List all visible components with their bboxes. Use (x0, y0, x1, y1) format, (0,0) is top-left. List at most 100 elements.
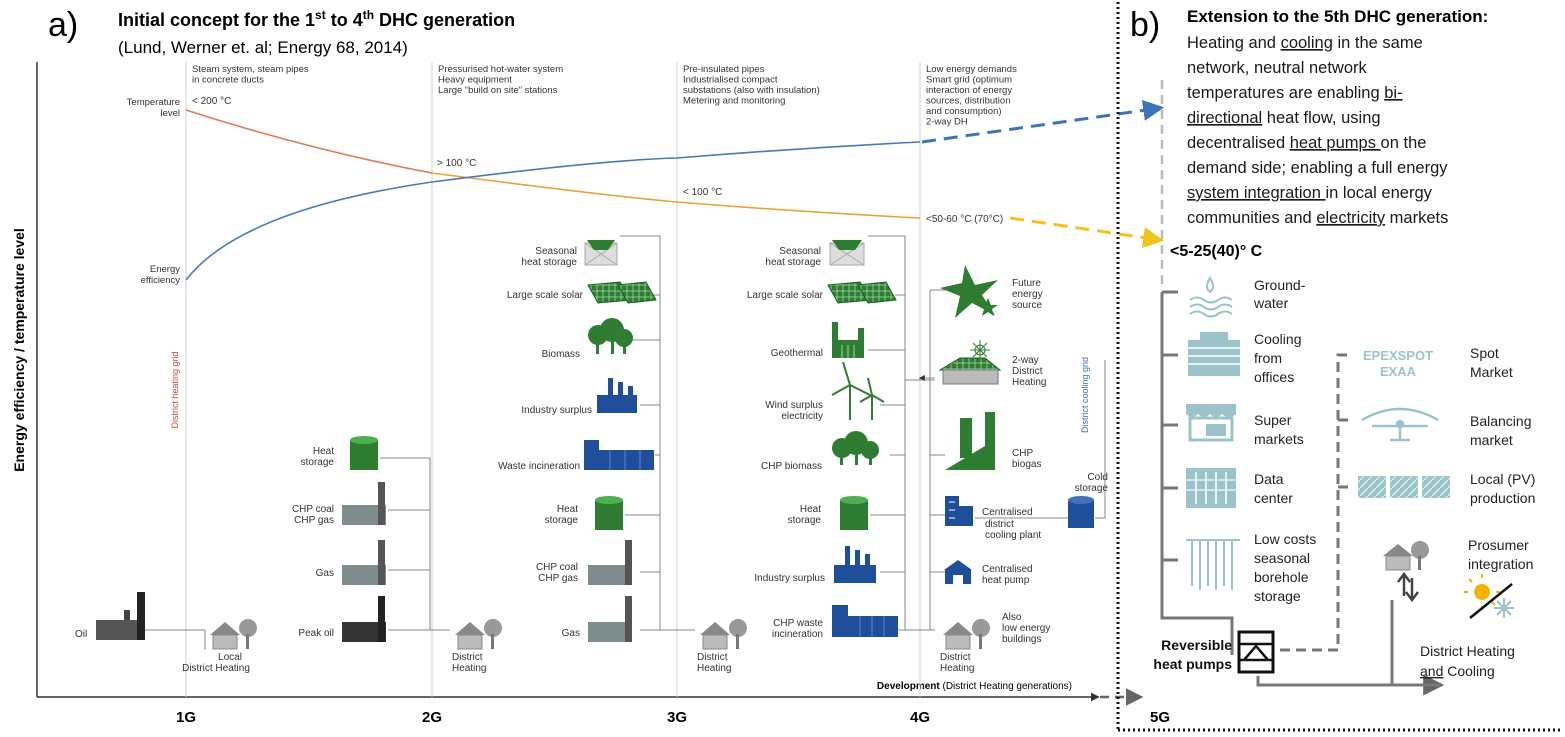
dhc-label: District Heating and Cooling (1420, 643, 1519, 679)
cooling-plant-icon (945, 496, 973, 526)
g1-description: Steam system, steam pipes in concrete duc… (192, 64, 309, 86)
generation-label-5g: 5G (1150, 709, 1170, 726)
panel-b-body-line: temperatures are enabling bi- (1187, 84, 1403, 102)
g4-wind-label: Wind surplus electricity (765, 400, 823, 422)
g4-heat-storage-icon (840, 496, 868, 530)
borehole-label: Low costs seasonal borehole storage (1254, 531, 1316, 604)
panel-b-body-segment: network, neutral network (1187, 59, 1368, 77)
temp-label-g1: < 200 °C (192, 96, 231, 107)
generation-label-3g: 3G (667, 709, 687, 726)
g3-seasonal-storage-icon (584, 240, 618, 266)
g3-solar-label: Large scale solar (507, 290, 584, 301)
temp-label-g2: > 100 °C (437, 158, 476, 169)
spot-market-label: Spot Market (1470, 345, 1513, 380)
data-center-icon (1186, 468, 1236, 508)
prosumer-label: Prosumer integration (1468, 537, 1533, 572)
g3-column: Seasonal heat storage Large scale solar B… (498, 235, 747, 674)
local-pv-label: Local (PV) production (1470, 471, 1535, 506)
house-icon-g2 (455, 619, 502, 650)
panel-b-body-segment: demand side; enabling a full energy (1187, 159, 1448, 177)
g2-gas-icon (342, 540, 386, 585)
temperature-level-label: Temperature level (127, 97, 180, 119)
g3-heat-storage-label: Heat storage (545, 504, 579, 526)
balancing-market-label: Balancing market (1470, 413, 1532, 448)
balancing-scale-icon (1361, 407, 1439, 442)
g3-solar-icon (587, 281, 657, 304)
g4-chp-waste-icon (832, 605, 898, 637)
g2-chp-coal-label: CHP coal CHP gas (292, 504, 334, 526)
reversible-heat-pumps-label: Reversible heat pumps (1153, 637, 1232, 672)
house-icon-g4 (943, 619, 990, 650)
panel-a-title: Initial concept for the 1st to 4th DHC g… (118, 8, 515, 30)
g4-consumers-column: Future energy source 2-way District Heating … (918, 265, 1108, 674)
oil-plant-icon (96, 592, 145, 640)
temperature-curve-late (431, 172, 921, 219)
future-energy-star-icon (940, 265, 998, 318)
g5-market-dashes (1280, 353, 1352, 652)
x-axis-label: Development (District Heating generation… (877, 681, 1072, 692)
cooling-plant-label: Centralised district cooling plant (982, 507, 1041, 541)
panel-b-body-segment: cooling (1281, 34, 1333, 52)
groundwater-icon (1189, 276, 1233, 318)
g3-connectors (620, 235, 695, 631)
panel-b-body-line: Heating and cooling in the same (1187, 34, 1423, 52)
groundwater-label: Ground-water (1253, 277, 1306, 311)
panel-b-body-text: Heating and cooling in the same network, … (1187, 34, 1448, 227)
g2-peak-oil-icon (342, 596, 386, 642)
g4-wind-turbine-icon (831, 361, 885, 420)
g3-industry-icon (597, 378, 637, 413)
g2-peak-oil-label: Peak oil (298, 628, 334, 639)
pv-panels-icon (1358, 476, 1450, 498)
g3-seasonal-label: Seasonal heat storage (521, 246, 577, 268)
prosumer-house-icon (1383, 541, 1429, 603)
low-energy-label: Also low energy buildings (1002, 612, 1050, 645)
g3-biomass-label: Biomass (542, 349, 580, 360)
g5-network-lines (1160, 290, 1445, 696)
local-dh-label: Local District Heating (182, 652, 250, 674)
panel-b-letter: b) (1130, 6, 1160, 44)
sun-snowflake-icon (1464, 574, 1514, 619)
panel-b-body-segment: electricity (1316, 209, 1386, 227)
efficiency-curve (185, 141, 921, 281)
temperature-extension-arrow (1009, 216, 1165, 248)
cold-storage-icon (1068, 496, 1094, 528)
future-energy-label: Future energy source (1012, 278, 1043, 311)
generation-label-4g: 4G (910, 709, 930, 726)
panel-b-border (1116, 2, 1562, 732)
generation-label-2g: 2G (422, 709, 442, 726)
y-axis-label: Energy efficiency / temperature level (11, 228, 27, 472)
chp-biogas-label: CHP biogas (1012, 448, 1041, 470)
panel-b-temperature: <5-25(40)° C (1170, 243, 1263, 260)
panel-b-body-segment: bi- (1384, 84, 1402, 102)
g2-heat-storage-icon (350, 436, 378, 470)
g3-chp-coal-icon (588, 540, 632, 585)
panel-b-body-segment: heat flow, using (1262, 109, 1380, 127)
panel-b-body-line: network, neutral network (1187, 59, 1368, 77)
district-cooling-grid-label: District cooling grid (1080, 357, 1090, 433)
epex-spot-logo: EPEXSPOT EXAA (1363, 348, 1433, 379)
central-heat-pump-icon (944, 560, 972, 584)
supermarket-icon (1186, 404, 1236, 442)
g2-heat-storage-label: Heat storage (301, 446, 335, 468)
efficiency-extension-arrow (921, 99, 1165, 144)
g3-district-heating-label: District Heating (697, 652, 731, 674)
g4-industry-icon (834, 546, 876, 583)
chp-biogas-icon (945, 412, 995, 470)
office-building-icon (1188, 332, 1240, 376)
energy-efficiency-label: Energy efficiency (141, 264, 181, 286)
panel-b-body-segment: in local energy (1325, 184, 1432, 202)
panel-b-body-segment: on the (1381, 134, 1427, 152)
g4-chp-biomass-label: CHP biomass (761, 461, 822, 472)
g3-industry-label: Industry surplus (521, 405, 592, 416)
g2-gas-label: Gas (316, 568, 334, 579)
house-icon-g3 (700, 619, 747, 650)
g4-connectors (868, 235, 935, 631)
district-heating-grid-label: District heating grid (170, 351, 180, 428)
g1-column: Oil Local District Heating (75, 592, 257, 674)
g3-biomass-icon (588, 318, 633, 354)
oil-label: Oil (75, 629, 87, 640)
g4-heat-storage-label: Heat storage (788, 504, 822, 526)
g4-seasonal-storage-icon (829, 240, 865, 266)
g3-waste-icon (584, 440, 654, 470)
